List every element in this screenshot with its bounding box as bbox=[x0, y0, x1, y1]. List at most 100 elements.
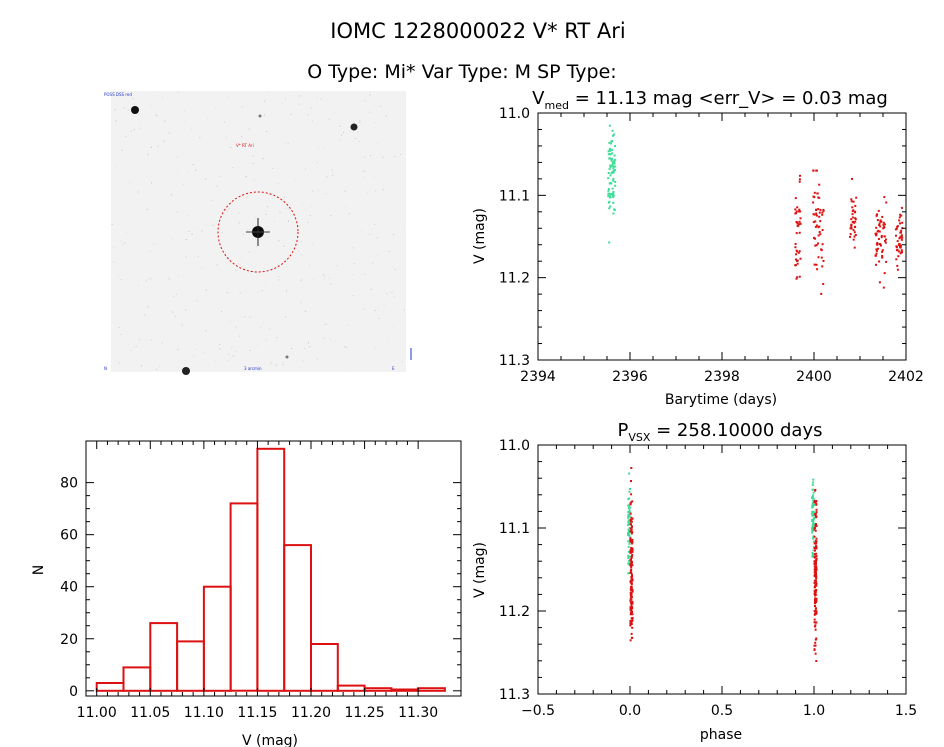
phase-curve-point bbox=[811, 488, 814, 491]
sky-noise-pixel bbox=[316, 162, 318, 164]
light-curve-point bbox=[813, 196, 816, 199]
light-curve-point bbox=[877, 238, 880, 240]
phase-curve-point bbox=[629, 527, 632, 530]
light-curve-point bbox=[881, 250, 884, 253]
sky-noise-pixel bbox=[183, 121, 185, 123]
subtitle: O Type: Mi* Var Type: M SP Type: bbox=[307, 61, 616, 83]
phase-curve-point bbox=[630, 605, 633, 608]
phase-curve-point bbox=[627, 557, 630, 559]
sky-noise-pixel bbox=[286, 207, 288, 209]
sky-noise-pixel bbox=[300, 302, 302, 304]
sky-noise-pixel bbox=[298, 225, 300, 227]
phase-curve-point bbox=[813, 560, 816, 563]
phase-curve-point bbox=[630, 530, 633, 533]
sky-noise-pixel bbox=[231, 143, 233, 145]
sky-noise-pixel bbox=[359, 120, 361, 122]
sky-noise-pixel bbox=[187, 215, 189, 217]
sky-noise-pixel bbox=[170, 236, 172, 238]
sky-noise-pixel bbox=[150, 104, 152, 106]
sky-noise-pixel bbox=[323, 324, 325, 326]
sky-noise-pixel bbox=[312, 120, 313, 122]
sky-noise-pixel bbox=[121, 149, 123, 151]
phase-curve-point bbox=[629, 523, 632, 525]
light-curve-point bbox=[794, 264, 797, 267]
phase-curve-point bbox=[812, 540, 815, 543]
phase-curve-ytick-label: 11.0 bbox=[499, 438, 530, 454]
light-curve-point bbox=[900, 229, 903, 232]
sky-noise-pixel bbox=[308, 161, 310, 163]
sky-noise-pixel bbox=[168, 278, 170, 280]
sky-noise-pixel bbox=[125, 136, 127, 138]
phase-curve-point bbox=[627, 504, 630, 507]
light-curve-point bbox=[613, 133, 615, 136]
light-curve-point bbox=[876, 219, 879, 222]
sky-noise-pixel bbox=[329, 310, 331, 312]
sky-noise-pixel bbox=[163, 140, 165, 142]
sky-noise-pixel bbox=[401, 361, 403, 363]
light-curve-point bbox=[875, 249, 878, 252]
sky-noise-pixel bbox=[330, 283, 332, 285]
phase-curve-point bbox=[631, 538, 634, 541]
phase-curve-points bbox=[627, 467, 818, 662]
sky-noise-pixel bbox=[391, 291, 393, 293]
sky-noise-pixel bbox=[130, 350, 132, 351]
phase-curve-point bbox=[631, 620, 633, 622]
phase-curve-point bbox=[813, 501, 816, 504]
phase-curve-point bbox=[629, 588, 632, 591]
phase-curve-point bbox=[815, 582, 818, 585]
light-curve-point bbox=[884, 239, 886, 242]
sky-noise-pixel bbox=[114, 359, 116, 361]
light-curve-point bbox=[850, 200, 853, 203]
histogram-bar bbox=[176, 640, 205, 692]
light-curve-point bbox=[822, 260, 825, 262]
phase-curve-point bbox=[627, 540, 630, 543]
sky-noise-pixel bbox=[328, 118, 330, 120]
sky-noise-pixel bbox=[215, 99, 217, 101]
sky-noise-pixel bbox=[309, 264, 311, 266]
sky-noise-pixel bbox=[156, 114, 158, 116]
sky-noise-pixel bbox=[303, 190, 305, 192]
phase-curve-point bbox=[813, 609, 816, 612]
phase-curve-ytick-label: 11.3 bbox=[499, 687, 530, 703]
sky-noise-pixel bbox=[352, 274, 354, 276]
sky-noise-pixel bbox=[320, 98, 322, 100]
light-curve-point bbox=[875, 233, 878, 236]
sky-noise-pixel bbox=[393, 256, 395, 258]
phase-curve-point bbox=[630, 598, 633, 601]
light-curve-point bbox=[897, 255, 900, 258]
phase-curve-title: PVSX = 258.10000 days bbox=[618, 420, 823, 444]
sky-noise-pixel bbox=[298, 103, 300, 105]
light-curve-point bbox=[609, 148, 612, 151]
light-curve-point bbox=[896, 264, 899, 267]
light-curve-point bbox=[818, 225, 821, 228]
light-curve-point bbox=[900, 249, 903, 252]
phase-curve-point bbox=[813, 562, 816, 565]
histogram-frame bbox=[85, 440, 462, 697]
sky-noise-pixel bbox=[115, 166, 117, 168]
phase-curve-point bbox=[813, 581, 816, 584]
sky-noise-pixel bbox=[172, 362, 174, 364]
phase-curve-point bbox=[631, 550, 634, 553]
sky-noise-pixel bbox=[159, 365, 161, 367]
light-curve-point bbox=[796, 276, 799, 279]
light-curve-point bbox=[608, 196, 611, 199]
light-curve-point bbox=[850, 226, 853, 229]
phase-curve-point bbox=[628, 530, 631, 533]
phase-curve-point bbox=[811, 504, 814, 507]
sky-noise-pixel bbox=[172, 295, 174, 297]
sky-noise-pixel bbox=[393, 296, 395, 298]
phase-curve-point bbox=[630, 636, 633, 639]
sky-noise-pixel bbox=[353, 263, 355, 264]
sky-noise-pixel bbox=[299, 95, 301, 97]
light-curve-point bbox=[875, 248, 878, 251]
sky-noise-pixel bbox=[370, 155, 371, 157]
light-curve-point bbox=[610, 193, 612, 196]
phase-curve-point bbox=[629, 537, 632, 540]
phase-curve-point bbox=[628, 509, 631, 512]
light-curve-point bbox=[851, 210, 854, 213]
light-curve-point bbox=[614, 158, 617, 161]
light-curve-point bbox=[610, 142, 613, 145]
phase-curve-point bbox=[813, 648, 816, 651]
light-curve-point bbox=[608, 168, 611, 170]
phase-curve-point bbox=[630, 603, 633, 606]
